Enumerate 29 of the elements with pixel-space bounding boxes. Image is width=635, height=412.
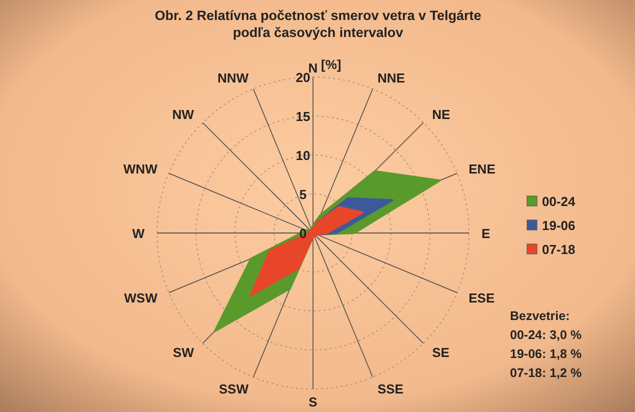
spoke-label: SW	[172, 345, 195, 360]
spoke-label: ESE	[468, 290, 495, 306]
spoke-label: ENE	[468, 162, 496, 177]
spoke-label: SSW	[218, 382, 250, 397]
spoke-label: WNW	[123, 162, 158, 177]
spoke-label: WSW	[124, 290, 158, 306]
text: 19-06: 1,8 %	[510, 347, 582, 361]
spoke-label: NW	[172, 106, 195, 122]
text: 07-18: 1,2 %	[510, 366, 582, 380]
text: Bezvetrie:	[510, 309, 570, 323]
spoke-label: NNW	[217, 70, 250, 86]
spoke-label: N	[308, 60, 318, 76]
text: [%]	[321, 57, 342, 72]
spoke-label: W	[132, 226, 146, 241]
chart-title: Obr. 2 Relatívna početnosť smerov vetra v Telgárte podľa časových intervalov	[154, 8, 482, 40]
legend-label: 00-24	[542, 194, 576, 209]
spoke-label: S	[308, 394, 318, 410]
spoke-label: SE	[432, 345, 450, 360]
legend-label: 19-06	[542, 218, 576, 233]
text: 00-24: 3,0 %	[510, 328, 582, 342]
y-tick-label: 15	[296, 109, 310, 124]
spoke-label: SSE	[377, 382, 404, 397]
y-tick-label: 20	[296, 70, 310, 85]
spoke-label: E	[481, 226, 490, 241]
y-tick-label: 10	[296, 148, 310, 163]
legend-label: 07-18	[542, 242, 576, 257]
spoke-label: NE	[432, 106, 451, 122]
y-tick-label: 5	[299, 187, 307, 202]
spoke-label: NNE	[377, 70, 406, 86]
